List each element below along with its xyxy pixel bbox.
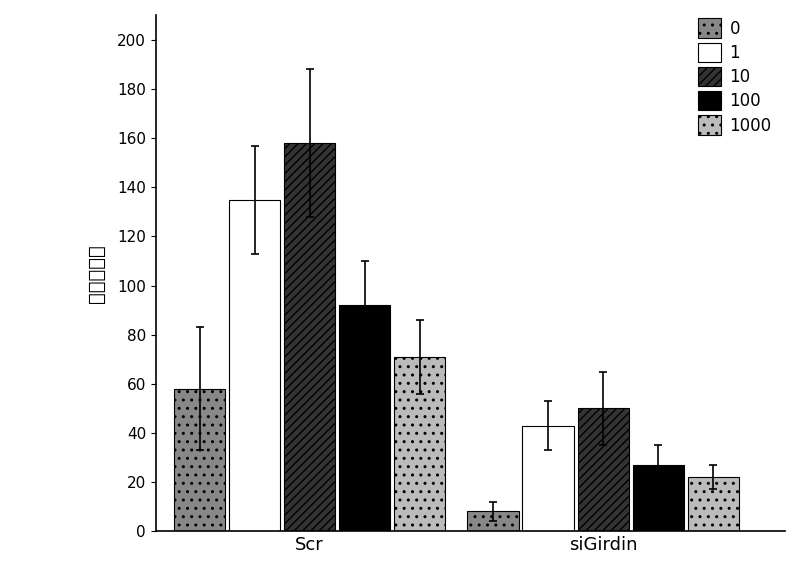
Bar [394, 357, 446, 531]
Bar [633, 465, 684, 531]
Bar [467, 512, 519, 531]
Y-axis label: 棵化细胞数: 棵化细胞数 [87, 244, 106, 303]
Bar [339, 305, 390, 531]
Bar [284, 143, 335, 531]
Bar [174, 389, 226, 531]
Bar [229, 200, 280, 531]
Bar [522, 426, 574, 531]
Bar [578, 409, 629, 531]
Bar [688, 477, 739, 531]
Legend: 0, 1, 10, 100, 1000: 0, 1, 10, 100, 1000 [693, 14, 777, 140]
